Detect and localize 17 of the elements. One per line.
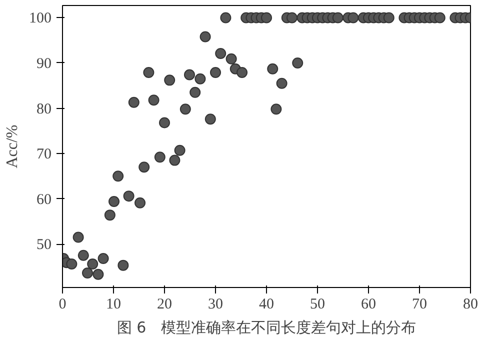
- x-tick-label: 80: [463, 296, 478, 312]
- text: 图 6 模型准确率在不同长度差句对上的分布: [116, 318, 416, 336]
- x-tick-label: 10: [106, 296, 121, 312]
- y-tick-label: 90: [36, 56, 52, 72]
- x-tick-label: 40: [259, 296, 274, 312]
- x-tick-label: 50: [310, 296, 325, 312]
- x-tick-label: 60: [361, 296, 376, 312]
- y-tick-label: 100: [29, 10, 52, 27]
- y-axis-title: Acc/%: [4, 124, 21, 168]
- y-tick-label: 50: [36, 237, 52, 254]
- x-tick-label: 30: [208, 296, 223, 312]
- y-tick-label: 70: [36, 146, 52, 163]
- y-tick-label: 80: [36, 101, 52, 118]
- x-tick-label: 70: [412, 296, 427, 312]
- x-tick-label: 0: [58, 296, 66, 312]
- y-tick-label: 60: [36, 192, 52, 208]
- x-tick-label: 20: [157, 296, 172, 312]
